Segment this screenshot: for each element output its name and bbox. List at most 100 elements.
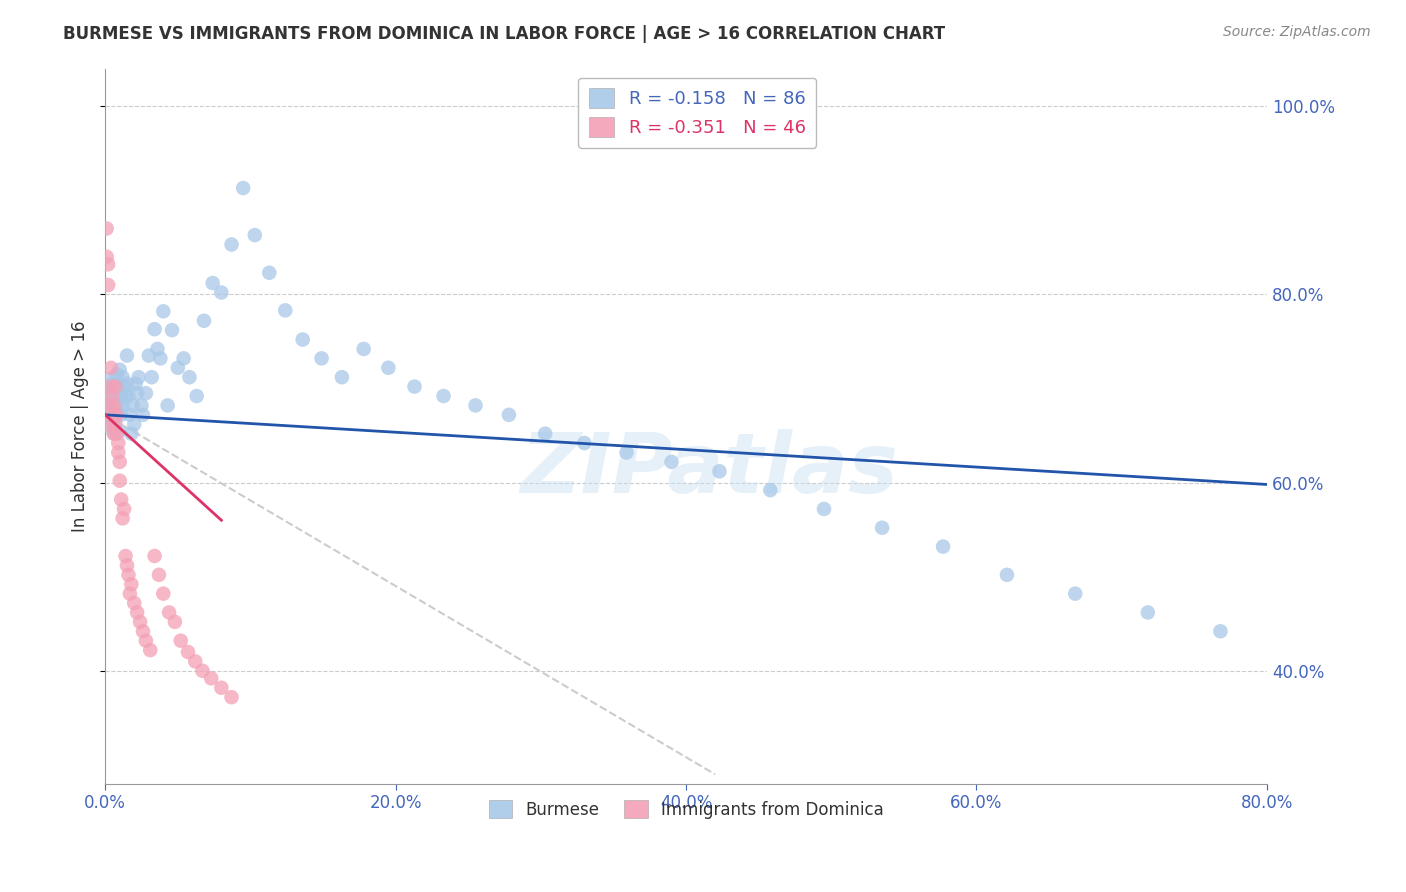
Point (353, 342, 375, 356)
Point (97, 257, 120, 271)
Point (191, 664, 214, 678)
Point (149, 351, 172, 366)
Point (97, 277, 120, 292)
Point (127, 606, 149, 620)
Point (173, 351, 195, 366)
Point (112, 379, 135, 393)
Point (103, 399, 125, 413)
Point (1136, 606, 1159, 620)
Point (120, 426, 142, 441)
Point (103, 426, 125, 441)
Point (108, 362, 131, 376)
Point (103, 388, 125, 402)
Point (291, 333, 314, 347)
Point (104, 399, 127, 413)
Point (138, 349, 160, 363)
Point (141, 370, 163, 384)
Point (108, 455, 131, 469)
Point (115, 376, 138, 391)
Point (122, 417, 145, 432)
Point (274, 303, 297, 318)
Point (932, 540, 955, 554)
Point (111, 399, 134, 413)
Point (100, 379, 122, 393)
Point (110, 408, 132, 422)
Point (432, 389, 454, 403)
Point (118, 587, 141, 601)
Point (232, 181, 254, 195)
Point (135, 386, 157, 401)
Point (101, 408, 124, 422)
Legend: Burmese, Immigrants from Dominica: Burmese, Immigrants from Dominica (482, 794, 890, 825)
Point (103, 426, 125, 441)
Point (112, 502, 135, 516)
Point (100, 360, 122, 375)
Point (209, 285, 232, 300)
Point (98, 417, 121, 432)
Point (243, 228, 266, 243)
Point (170, 633, 193, 648)
Point (498, 408, 520, 422)
Text: BURMESE VS IMMIGRANTS FROM DOMINICA IN LABOR FORCE | AGE > 16 CORRELATION CHART: BURMESE VS IMMIGRANTS FROM DOMINICA IN L… (63, 25, 945, 43)
Point (616, 445, 638, 459)
Point (96, 382, 118, 396)
Point (148, 567, 170, 582)
Point (114, 549, 136, 563)
Point (108, 424, 131, 438)
Point (104, 379, 127, 393)
Point (330, 370, 353, 384)
Point (101, 376, 124, 391)
Point (143, 549, 166, 563)
Point (184, 654, 207, 668)
Point (135, 633, 157, 648)
Point (464, 399, 486, 413)
Point (146, 342, 169, 356)
Point (166, 360, 188, 375)
Point (186, 389, 208, 403)
Point (870, 521, 893, 535)
Point (163, 615, 186, 629)
Point (98, 386, 121, 401)
Point (105, 408, 128, 422)
Point (156, 399, 179, 413)
Point (1357, 652, 1379, 666)
Point (1282, 643, 1305, 657)
Point (813, 502, 835, 516)
Point (120, 577, 142, 591)
Point (111, 370, 134, 384)
Point (96, 250, 118, 264)
Point (221, 690, 243, 705)
Point (104, 409, 127, 424)
Point (377, 360, 399, 375)
Point (404, 379, 426, 393)
Point (574, 436, 596, 450)
Point (193, 314, 215, 328)
Point (101, 408, 124, 422)
Point (117, 389, 139, 403)
Point (201, 276, 224, 290)
Y-axis label: In Labor Force | Age > 16: In Labor Force | Age > 16 (72, 320, 89, 532)
Point (759, 483, 782, 497)
Point (179, 370, 201, 384)
Point (121, 399, 143, 413)
Point (115, 558, 138, 573)
Point (661, 455, 683, 469)
Point (311, 351, 333, 366)
Point (97, 419, 120, 434)
Point (1064, 587, 1087, 601)
Point (995, 567, 1018, 582)
Point (107, 436, 129, 450)
Point (143, 322, 166, 336)
Point (105, 368, 128, 382)
Point (128, 370, 150, 384)
Point (117, 567, 139, 582)
Point (152, 587, 174, 601)
Text: Source: ZipAtlas.com: Source: ZipAtlas.com (1223, 25, 1371, 39)
Point (107, 399, 129, 413)
Point (96, 402, 118, 417)
Point (127, 386, 149, 401)
Point (122, 596, 145, 610)
Point (259, 266, 281, 280)
Point (160, 323, 183, 337)
Point (129, 615, 152, 629)
